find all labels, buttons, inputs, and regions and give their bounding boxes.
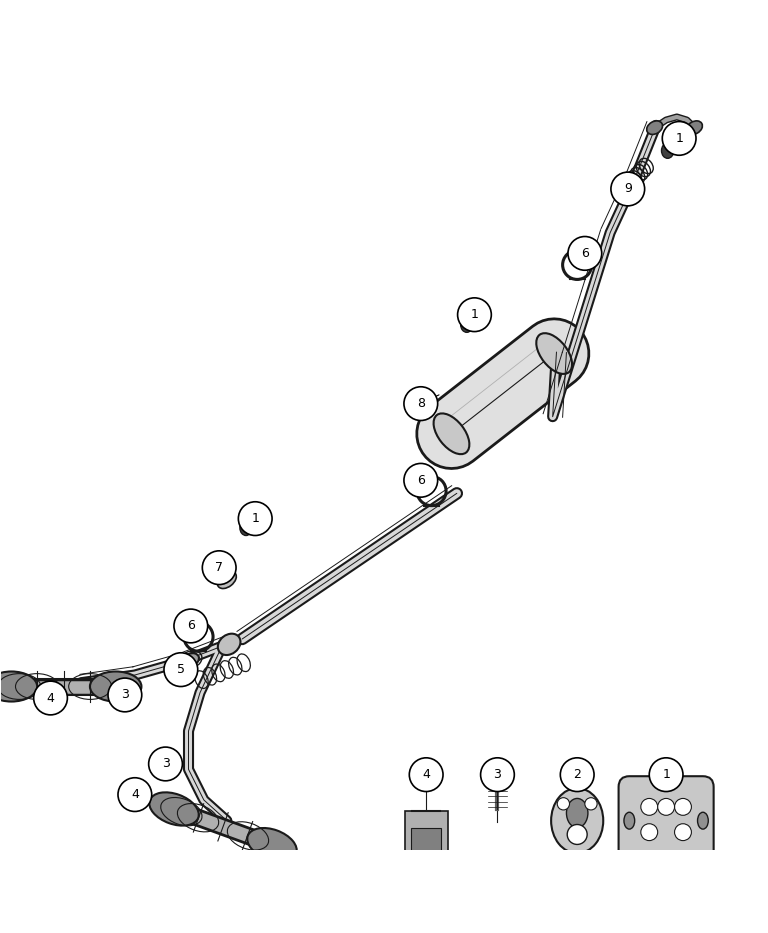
Ellipse shape — [247, 828, 296, 861]
Text: 8: 8 — [417, 397, 425, 411]
Text: 1: 1 — [251, 512, 259, 525]
Circle shape — [561, 758, 594, 791]
Ellipse shape — [647, 121, 663, 134]
Circle shape — [149, 747, 182, 781]
Ellipse shape — [536, 333, 572, 374]
Circle shape — [558, 798, 570, 810]
Text: 1: 1 — [471, 308, 478, 321]
Text: 6: 6 — [417, 474, 425, 487]
Circle shape — [662, 121, 696, 155]
Ellipse shape — [218, 634, 240, 655]
Ellipse shape — [0, 672, 37, 702]
Ellipse shape — [90, 672, 141, 702]
Ellipse shape — [461, 317, 473, 332]
Circle shape — [202, 550, 236, 585]
Circle shape — [174, 609, 207, 643]
FancyBboxPatch shape — [411, 829, 442, 853]
Text: 3: 3 — [494, 768, 502, 781]
Ellipse shape — [551, 788, 603, 854]
Ellipse shape — [624, 813, 634, 829]
Text: 6: 6 — [581, 247, 589, 260]
Text: 1: 1 — [662, 768, 670, 781]
Circle shape — [641, 799, 657, 815]
Circle shape — [108, 678, 142, 712]
Text: 7: 7 — [215, 561, 223, 574]
Circle shape — [641, 824, 657, 841]
FancyBboxPatch shape — [618, 776, 713, 871]
Text: 3: 3 — [121, 689, 129, 702]
Ellipse shape — [149, 792, 199, 826]
Ellipse shape — [567, 799, 588, 828]
Text: 4: 4 — [422, 768, 430, 781]
Circle shape — [568, 825, 588, 844]
Circle shape — [568, 237, 601, 271]
Ellipse shape — [687, 121, 703, 134]
Text: 4: 4 — [47, 691, 55, 704]
Text: 9: 9 — [624, 183, 632, 196]
Circle shape — [674, 824, 691, 841]
FancyBboxPatch shape — [405, 811, 448, 853]
Circle shape — [34, 681, 68, 715]
Ellipse shape — [240, 521, 252, 536]
Circle shape — [674, 799, 691, 815]
Ellipse shape — [217, 571, 237, 589]
Text: 3: 3 — [161, 758, 170, 771]
Circle shape — [649, 758, 683, 791]
Text: 6: 6 — [187, 620, 195, 633]
Circle shape — [164, 653, 197, 687]
Circle shape — [481, 758, 515, 791]
Circle shape — [111, 685, 119, 692]
Circle shape — [611, 172, 644, 206]
Text: 5: 5 — [177, 663, 185, 676]
Circle shape — [238, 502, 272, 536]
Ellipse shape — [183, 653, 199, 666]
Ellipse shape — [697, 813, 708, 829]
Text: 2: 2 — [573, 768, 581, 781]
Circle shape — [153, 752, 161, 760]
Ellipse shape — [434, 413, 469, 454]
Circle shape — [657, 799, 674, 815]
Text: 4: 4 — [131, 788, 139, 801]
Circle shape — [458, 298, 492, 331]
Circle shape — [404, 464, 438, 497]
Circle shape — [409, 758, 443, 791]
Text: 1: 1 — [675, 132, 683, 145]
Ellipse shape — [661, 143, 674, 159]
Circle shape — [404, 387, 438, 421]
Polygon shape — [488, 765, 506, 785]
Circle shape — [118, 778, 152, 812]
Circle shape — [585, 798, 597, 810]
